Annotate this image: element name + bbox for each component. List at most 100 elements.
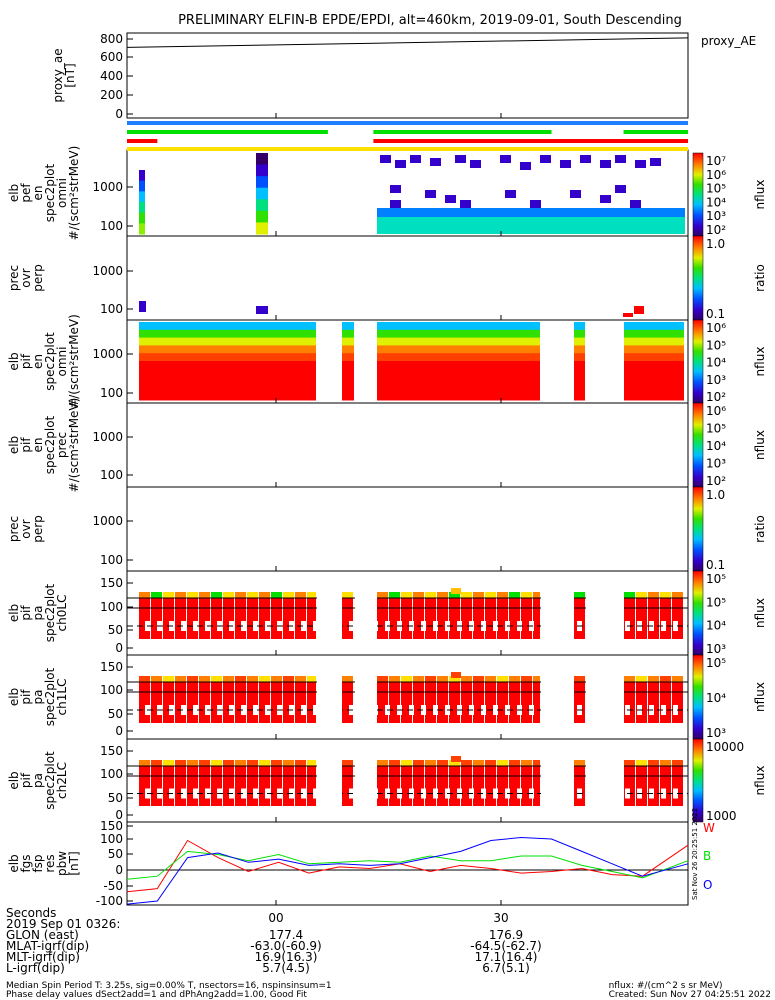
heatmap-cell <box>540 155 551 163</box>
heatmap-cell <box>247 592 258 598</box>
heatmap-cell <box>223 760 234 766</box>
heatmap-cell <box>139 212 145 224</box>
footer-row-label: GLON (east) <box>6 928 79 942</box>
heatmap-cell <box>636 760 647 806</box>
heatmap-cell <box>187 376 199 385</box>
y-axis-label: en <box>31 354 45 369</box>
heatmap-cell <box>377 368 389 378</box>
y-tick-label: 100 <box>100 468 123 482</box>
heatmap-cell <box>235 384 247 393</box>
heatmap-cell <box>636 760 647 766</box>
heatmap-cell <box>283 392 295 401</box>
heatmap-gap <box>421 788 426 799</box>
heatmap-cell <box>247 376 259 385</box>
y-tick-label: 100 <box>100 219 123 233</box>
heatmap-cell <box>223 392 235 401</box>
heatmap-cell <box>520 162 531 170</box>
heatmap-cell <box>377 676 388 723</box>
heatmap-cell <box>175 676 186 723</box>
heatmap-cell <box>672 368 684 378</box>
heatmap-cell <box>151 337 163 346</box>
heatmap-cell <box>389 376 401 385</box>
heatmap-cell <box>449 376 461 385</box>
heatmap-cell <box>377 208 685 217</box>
heatmap-cell <box>533 676 540 682</box>
colorbar-tick-label: 0.1 <box>706 307 725 321</box>
y-tick-label: 100 <box>100 600 123 614</box>
heatmap-cell <box>199 592 210 598</box>
heatmap-cell <box>377 392 389 401</box>
heatmap-cell <box>283 376 295 385</box>
heatmap-cell <box>473 322 485 331</box>
heatmap-cell <box>636 329 648 339</box>
heatmap-cell <box>175 361 187 370</box>
heatmap-cell <box>139 223 145 235</box>
y-axis-label: elb <box>7 688 21 706</box>
heatmap-cell <box>635 160 646 168</box>
heatmap-cell <box>574 322 585 331</box>
heatmap-cell <box>139 353 151 362</box>
heatmap-cell <box>660 760 671 806</box>
heatmap-cell <box>151 592 162 598</box>
heatmap-cell <box>425 345 437 354</box>
y-axis-label: fsp <box>31 854 45 872</box>
heatmap-cell <box>223 368 235 378</box>
colorbar <box>692 402 704 488</box>
heatmap-cell <box>636 676 647 682</box>
heatmap-gap <box>433 788 438 799</box>
heatmap-cell <box>187 592 198 598</box>
footer-notes-right: nflux: #/(cm^2 s sr MeV) Created: Sun No… <box>609 982 771 1000</box>
heatmap-cell <box>430 158 441 166</box>
heatmap-cell <box>247 368 259 378</box>
heatmap-gap <box>313 705 318 715</box>
y-axis-label: ch1LC <box>55 679 69 716</box>
heatmap-cell <box>509 337 521 346</box>
heatmap-cell <box>530 200 541 208</box>
heatmap-cell <box>615 155 626 163</box>
heatmap-cell <box>455 155 466 163</box>
heatmap-cell <box>672 329 684 339</box>
heatmap-cell <box>648 592 659 639</box>
y-axis-label: pif <box>19 772 33 788</box>
heatmap-cell <box>377 760 388 806</box>
heatmap-cell <box>283 676 294 723</box>
heatmap-cell <box>223 676 234 723</box>
heatmap-cell <box>199 337 211 346</box>
heatmap-cell <box>211 329 223 339</box>
heatmap-cell <box>509 353 521 362</box>
heatmap-cell <box>151 322 163 331</box>
heatmap-cell <box>271 760 282 806</box>
heatmap-cell <box>187 353 199 362</box>
heatmap-cell <box>533 592 540 639</box>
heatmap-cell <box>271 329 283 339</box>
heatmap-cell <box>377 217 685 234</box>
heatmap-cell <box>401 760 412 766</box>
heatmap-cell <box>505 190 516 198</box>
heatmap-gap <box>193 705 198 715</box>
heatmap-cell <box>437 760 448 806</box>
heatmap-cell <box>624 329 636 339</box>
heatmap-cell <box>473 353 485 362</box>
heatmap-cell <box>342 676 353 723</box>
heatmap-cell <box>223 353 235 362</box>
heatmap-cell <box>521 592 532 598</box>
colorbar-tick-label: 10⁶ <box>706 168 726 182</box>
x-axis-label: Seconds <box>6 906 57 920</box>
heatmap-cell <box>574 676 585 723</box>
y-tick-label: 1000 <box>92 347 123 361</box>
heatmap-cell <box>211 392 223 401</box>
heatmap-cell <box>307 384 316 393</box>
heatmap-cell <box>449 592 460 598</box>
series-line-B <box>126 850 689 880</box>
heatmap-cell <box>235 676 246 682</box>
colorbar <box>692 319 704 404</box>
heatmap-cell <box>256 164 268 177</box>
heatmap-cell <box>139 301 146 312</box>
colorbar-tick-label: 10⁵ <box>706 182 726 196</box>
heatmap-cell <box>175 353 187 362</box>
heatmap-cell <box>600 195 611 203</box>
heatmap-cell <box>199 384 211 393</box>
y-axis-label: omni <box>55 347 69 377</box>
heatmap-gap <box>193 788 198 799</box>
heatmap-cell <box>485 384 497 393</box>
